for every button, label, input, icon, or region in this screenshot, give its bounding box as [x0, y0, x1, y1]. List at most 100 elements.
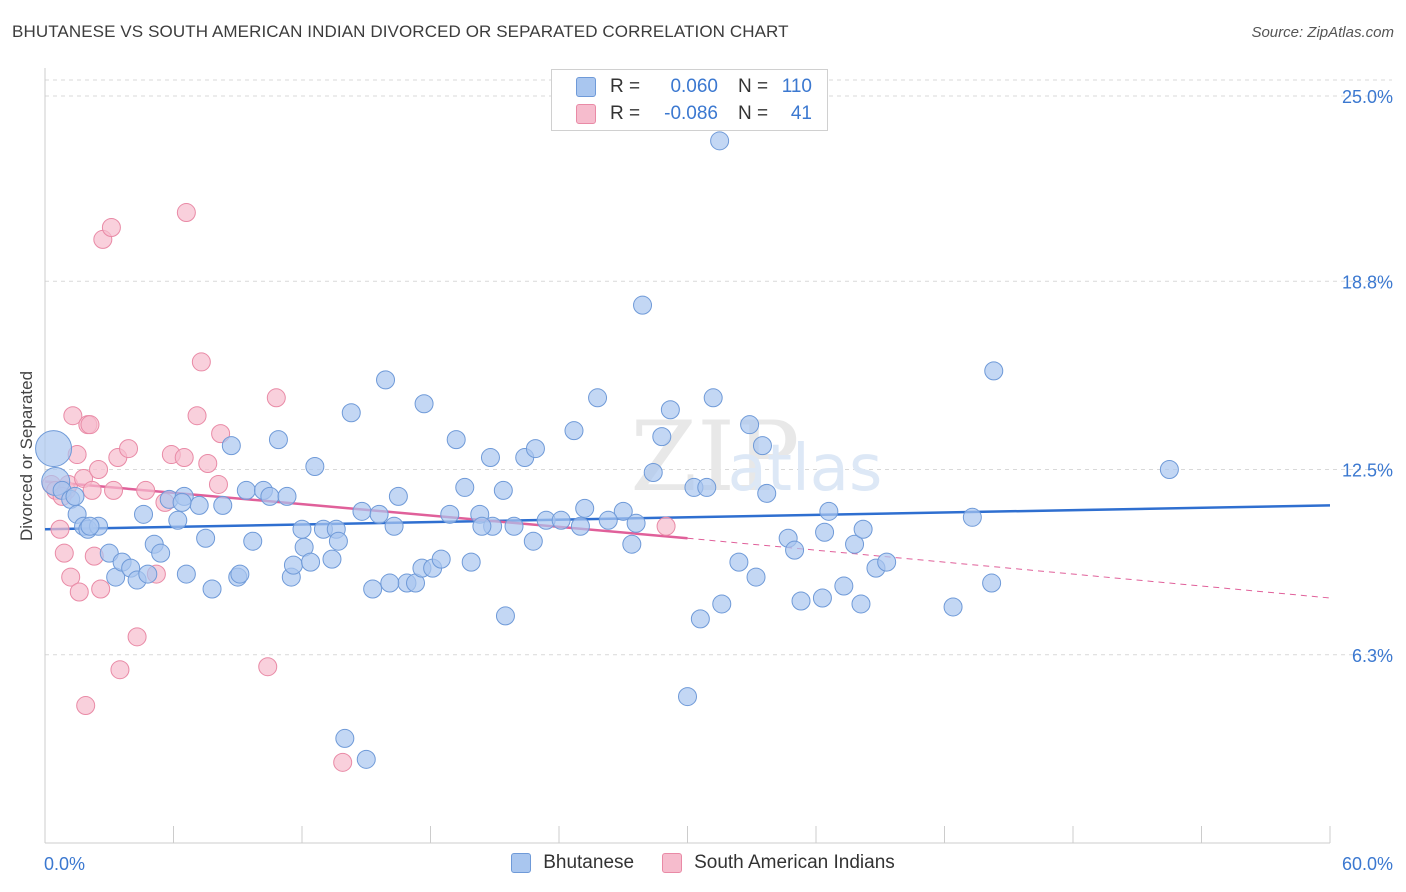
data-point-bhutanese [341, 403, 361, 423]
data-point-bhutanese [440, 504, 460, 524]
data-point-south-american [69, 582, 89, 602]
y-tick-label: 25.0% [1342, 87, 1393, 107]
data-point-south-american [187, 406, 207, 426]
data-point-bhutanese [305, 457, 325, 477]
data-point-bhutanese [819, 501, 839, 521]
data-point-bhutanese [384, 516, 404, 536]
y-tick-label: 12.5% [1342, 461, 1393, 481]
data-point-bhutanese [757, 483, 777, 503]
data-point-bhutanese [504, 516, 524, 536]
data-point-bhutanese [740, 415, 760, 435]
data-point-bhutanese [301, 552, 321, 572]
data-point-bhutanese [729, 552, 749, 572]
legend-row-south-american: R = -0.086 N = 41 [576, 102, 812, 126]
data-point-bhutanese [472, 516, 492, 536]
data-point-bhutanese [134, 504, 154, 524]
data-point-bhutanese [853, 519, 873, 539]
data-point-bhutanese [746, 567, 766, 587]
data-point-south-american [110, 660, 130, 680]
legend-r-value: -0.086 [664, 103, 718, 124]
legend-row-bhutanese: R = 0.060 N = 110 [576, 75, 812, 99]
data-point-bhutanese [678, 687, 697, 707]
data-point-south-american [119, 439, 139, 459]
legend-item-south-american-indians[interactable]: South American Indians [662, 852, 895, 874]
legend-n-label: N = [738, 103, 769, 124]
data-point-bhutanese [322, 549, 342, 569]
data-point-south-american [101, 217, 121, 237]
data-point-bhutanese [414, 394, 434, 414]
data-point-bhutanese [697, 477, 717, 497]
data-point-bhutanese [982, 573, 1002, 593]
tick-labels: 6.3% 12.5% 18.8% 25.0% 0.0% 60.0% [44, 87, 1393, 874]
legend-item-bhutanese[interactable]: Bhutanese [511, 852, 634, 874]
data-point-south-american [54, 543, 74, 563]
data-point-south-american [258, 657, 278, 677]
chart-title: BHUTANESE VS SOUTH AMERICAN INDIAN DIVOR… [12, 22, 789, 41]
data-point-bhutanese [213, 495, 233, 515]
data-point-bhutanese [613, 501, 633, 521]
series-bhutanese [35, 131, 1179, 769]
data-point-south-american [211, 424, 231, 444]
data-point-bhutanese [328, 531, 348, 551]
data-point-south-american [104, 480, 124, 500]
data-point-south-american [89, 460, 109, 479]
data-point-bhutanese [230, 564, 250, 584]
x-tick-label-max: 60.0% [1342, 854, 1393, 874]
legend-swatch-blue [576, 77, 596, 97]
data-point-south-american [91, 579, 111, 599]
data-point-bhutanese [138, 564, 158, 584]
data-point-bhutanese [622, 534, 642, 554]
legend-label-south-american-indians: South American Indians [694, 852, 895, 873]
data-point-south-american [136, 480, 156, 500]
data-point-bhutanese [268, 430, 288, 450]
data-point-bhutanese [35, 430, 73, 468]
data-point-bhutanese [363, 579, 383, 599]
data-point-bhutanese [1159, 460, 1179, 479]
data-point-south-american [191, 352, 211, 372]
legend-swatch-pink [662, 853, 683, 873]
legend-r-value: 0.060 [670, 76, 718, 97]
data-point-bhutanese [660, 400, 680, 420]
data-point-bhutanese [588, 388, 608, 408]
legend-swatch-pink [576, 104, 596, 124]
data-point-bhutanese [292, 519, 312, 539]
data-point-bhutanese [564, 421, 584, 441]
data-point-bhutanese [151, 543, 171, 563]
legend-n-label: N = [738, 76, 769, 97]
data-point-bhutanese [626, 513, 646, 533]
data-point-south-american [176, 203, 196, 223]
data-point-bhutanese [455, 477, 475, 497]
data-point-south-american [50, 519, 70, 539]
data-point-bhutanese [785, 540, 805, 560]
data-point-bhutanese [176, 564, 196, 584]
data-point-south-american [208, 474, 228, 494]
data-point-bhutanese [877, 552, 897, 572]
data-point-bhutanese [202, 579, 222, 599]
data-point-bhutanese [523, 531, 543, 551]
data-point-bhutanese [703, 388, 723, 408]
data-point-bhutanese [570, 516, 590, 536]
data-point-bhutanese [525, 439, 545, 459]
data-point-bhutanese [196, 528, 216, 548]
trend-line-south-american-dashed [687, 537, 1331, 599]
data-point-south-american [80, 415, 100, 435]
series-south-american-indians [41, 203, 676, 772]
data-point-south-american [198, 454, 218, 474]
data-point-bhutanese [388, 486, 408, 506]
legend-n-value: 110 [781, 76, 812, 97]
data-point-bhutanese [168, 510, 188, 530]
data-point-bhutanese [380, 573, 400, 593]
series-legend: Bhutanese South American Indians [0, 852, 1406, 874]
data-point-bhutanese [643, 462, 663, 482]
data-point-bhutanese [446, 430, 466, 450]
data-point-bhutanese [431, 549, 451, 569]
data-point-bhutanese [493, 480, 513, 500]
correlation-legend: R = 0.060 N = 110 R = -0.086 N = 41 [551, 69, 828, 131]
data-point-bhutanese [690, 609, 710, 629]
data-point-bhutanese [652, 427, 672, 447]
data-point-bhutanese [551, 510, 571, 530]
data-point-bhutanese [598, 510, 618, 530]
legend-label-bhutanese: Bhutanese [543, 852, 635, 873]
data-point-south-american [63, 406, 83, 426]
data-point-bhutanese [461, 552, 481, 572]
